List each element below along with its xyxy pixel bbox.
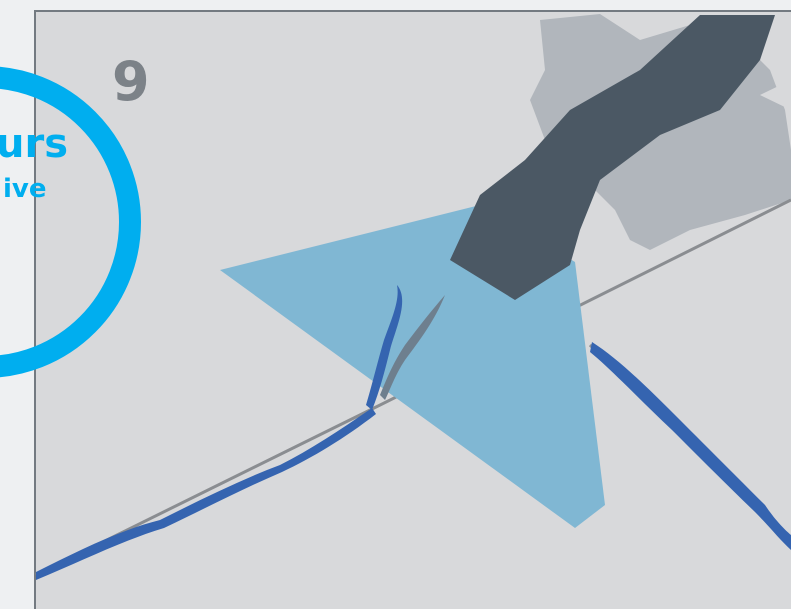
illustration: 9 urs ive [0, 0, 791, 609]
caption-line: ive [3, 174, 47, 204]
step-number: 9 [112, 50, 150, 113]
caption-line: urs [0, 121, 68, 167]
